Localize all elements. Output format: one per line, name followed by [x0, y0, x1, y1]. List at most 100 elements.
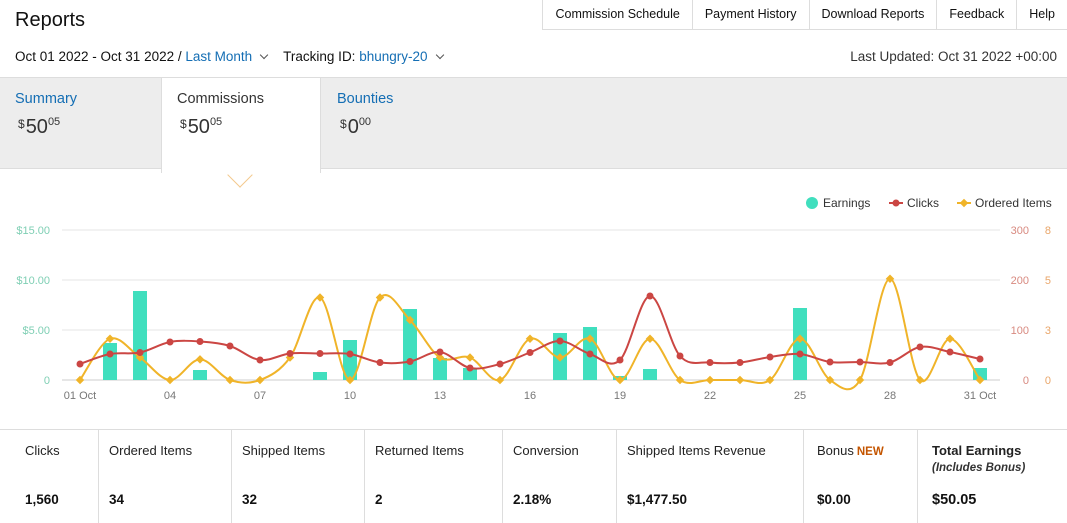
date-preset-dropdown[interactable]: Last Month [185, 49, 253, 64]
ordered-items-point [465, 353, 475, 362]
nav-feedback[interactable]: Feedback [936, 0, 1016, 29]
stat-label: Ordered Items [109, 443, 193, 458]
earnings-bar [433, 358, 447, 380]
stat-value: 32 [242, 492, 258, 507]
earnings-bar [343, 340, 357, 380]
stat-returned-items: Returned Items 2 [365, 430, 503, 523]
x-axis-tick: 22 [704, 390, 716, 402]
chevron-down-icon[interactable] [435, 50, 444, 60]
stat-value: 1,560 [25, 492, 59, 507]
date-range-text: Oct 01 2022 - Oct 31 2022 / [15, 49, 182, 64]
nav-commission-schedule[interactable]: Commission Schedule [542, 0, 691, 29]
clicks-point [376, 359, 384, 366]
clicks-point [586, 350, 594, 358]
y-axis-items-tick: 5 [1045, 275, 1051, 287]
stat-bonus: Bonus NEW $0.00 [804, 430, 918, 523]
stats-bar: Clicks 1,560 Ordered Items 34 Shipped It… [0, 429, 1067, 523]
tab-commissions[interactable]: Commissions $5005 [161, 78, 321, 173]
stat-label: Total Earnings [932, 443, 1022, 458]
clicks-point [916, 343, 924, 351]
nav-payment-history[interactable]: Payment History [691, 0, 809, 29]
x-axis-tick: 25 [794, 390, 806, 402]
ordered-items-point [885, 274, 895, 283]
x-axis-tick: 01 Oct [64, 390, 96, 402]
clicks-point [466, 364, 474, 372]
ordered-items-point [405, 315, 415, 325]
stat-value: $50.05 [932, 492, 977, 508]
stat-label: Bonus NEW [817, 443, 884, 458]
clicks-point [556, 337, 564, 345]
ordered-items-point [375, 293, 385, 302]
earnings-bar [193, 370, 207, 380]
clicks-point [826, 358, 834, 366]
stat-label: Clicks [25, 443, 60, 458]
ordered-items-point [315, 293, 325, 302]
ordered-items-point [135, 353, 145, 362]
tab-label: Commissions [177, 91, 265, 107]
ordered-items-point [675, 375, 685, 385]
ordered-items-point [195, 355, 205, 364]
stat-value: $0.00 [817, 492, 851, 507]
ordered-items-point [555, 353, 565, 362]
ordered-items-point [75, 375, 85, 385]
ordered-items-point [105, 334, 115, 343]
tab-amount: $000 [340, 116, 372, 138]
clicks-point [196, 338, 204, 345]
clicks-point [946, 348, 954, 356]
stat-label: Returned Items [375, 443, 464, 458]
earnings-bar [793, 308, 807, 380]
clicks-point [406, 358, 414, 365]
y-axis-earnings-tick: $5.00 [22, 325, 50, 337]
stat-sublabel: (Includes Bonus) [932, 462, 1026, 474]
y-axis-clicks-tick: 100 [1011, 325, 1029, 337]
earnings-bar [103, 343, 117, 380]
y-axis-items-tick: 0 [1045, 375, 1051, 387]
ordered-items-point [855, 375, 865, 385]
x-axis-tick: 31 Oct [964, 390, 996, 402]
clicks-point [706, 359, 714, 366]
ordered-items-point [945, 334, 955, 343]
tracking-id-dropdown[interactable]: bhungry-20 [359, 49, 428, 64]
nav-help[interactable]: Help [1016, 0, 1067, 29]
report-filters: Oct 01 2022 - Oct 31 2022 / Last Month T… [15, 49, 451, 64]
ordered-items-point [225, 375, 235, 385]
y-axis-items-tick: 8 [1045, 225, 1051, 237]
stat-conversion: Conversion 2.18% [503, 430, 617, 523]
ordered-items-point [525, 334, 535, 343]
clicks-point [166, 338, 174, 346]
legend-ordered-items-label: Ordered Items [975, 196, 1052, 210]
last-updated: Last Updated: Oct 31 2022 +00:00 [850, 49, 1057, 64]
clicks-point [316, 350, 324, 357]
ordered-items-point [705, 375, 715, 385]
y-axis-earnings-tick: $10.00 [16, 275, 50, 287]
ordered-items-point [495, 375, 505, 385]
ordered-items-point [165, 375, 175, 385]
y-axis-clicks-tick: 200 [1011, 275, 1029, 287]
ordered-items-line [79, 277, 981, 391]
top-navigation: Commission Schedule Payment History Down… [542, 0, 1067, 30]
ordered-items-point [435, 353, 445, 362]
tab-summary[interactable]: Summary $5005 [0, 78, 160, 170]
stat-value: $1,477.50 [627, 492, 688, 507]
clicks-point [496, 360, 504, 368]
chevron-down-icon[interactable] [259, 50, 269, 60]
clicks-point [526, 349, 534, 356]
clicks-point [76, 360, 84, 368]
x-axis-tick: 13 [434, 390, 446, 402]
tab-bounties[interactable]: Bounties $000 [322, 78, 482, 170]
stat-value: 34 [109, 492, 125, 507]
x-axis-tick: 28 [884, 390, 896, 402]
page-title: Reports [15, 9, 86, 31]
earnings-bar [643, 369, 657, 380]
y-axis-clicks-tick: 300 [1011, 225, 1029, 237]
legend-earnings-marker [806, 197, 818, 209]
clicks-point [616, 356, 624, 364]
ordered-items-point [615, 375, 625, 385]
nav-download-reports[interactable]: Download Reports [808, 0, 937, 29]
ordered-items-point [915, 375, 925, 385]
tab-amount: $5005 [180, 116, 223, 138]
tab-label: Summary [15, 91, 78, 107]
earnings-bar [463, 368, 477, 380]
earnings-bar [973, 368, 987, 380]
stat-total-earnings: Total Earnings (Includes Bonus) $50.05 [918, 430, 1067, 523]
